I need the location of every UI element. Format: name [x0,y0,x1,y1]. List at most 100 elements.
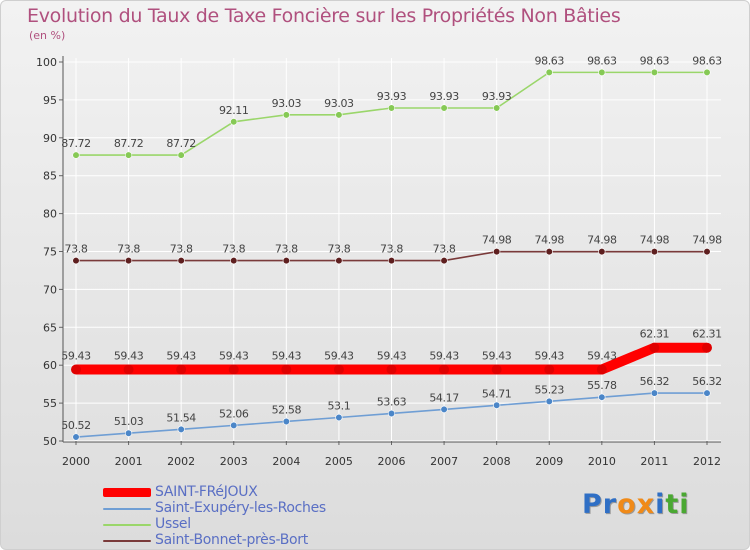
legend-label: SAINT-FRéJOUX [155,484,258,500]
data-point [650,248,659,256]
y-tick-label: 100 [36,56,57,69]
y-tick-label: 75 [43,246,57,259]
data-point [649,342,660,353]
data-label: 87.72 [166,137,196,150]
data-label: 59.43 [114,350,144,363]
data-point [598,68,606,76]
y-tick-label: 55 [43,397,57,410]
y-tick-label: 85 [43,170,57,183]
data-point [176,364,187,375]
data-point [440,405,448,413]
data-label: 73.8 [65,243,88,256]
data-point [493,248,501,256]
data-point [335,111,343,119]
data-label: 92.11 [219,104,249,117]
data-point [228,364,239,375]
data-label: 51.03 [114,415,144,428]
data-label: 93.93 [482,90,512,103]
data-label: 50.52 [61,419,91,432]
x-tick-label: 2004 [272,455,300,468]
data-label: 56.32 [640,375,670,388]
data-label: 98.63 [640,54,670,67]
data-label: 62.31 [692,328,722,341]
data-point [177,425,185,433]
data-point [282,256,290,265]
data-point [598,393,606,401]
data-point [230,256,238,265]
legend-swatch [103,540,151,542]
x-tick-label: 2006 [378,455,406,468]
data-point [598,248,606,256]
data-point [703,68,711,76]
data-point [72,433,80,441]
logo-letter: r [602,489,618,520]
x-tick-label: 2012 [693,455,721,468]
data-point [440,104,448,112]
x-tick-label: 2005 [325,455,353,468]
data-point [72,256,80,265]
y-unit-label: (en %) [29,29,66,42]
data-point [124,256,133,265]
data-label: 53.63 [377,395,407,408]
data-label: 55.23 [535,383,565,396]
y-tick-label: 90 [43,132,57,145]
logo-letter: o [617,489,637,520]
data-label: 87.72 [61,137,91,150]
data-point [335,413,343,422]
data-label: 93.93 [429,90,459,103]
data-point [650,389,659,397]
data-point [493,104,501,112]
data-point [703,248,711,256]
x-tick-label: 2000 [62,455,90,468]
data-point [124,151,133,159]
data-point [387,256,396,265]
data-label: 98.63 [587,54,617,67]
data-label: 59.43 [429,350,459,363]
data-point [491,364,502,375]
legend-label: Ussel [155,516,191,532]
data-label: 59.43 [587,350,617,363]
data-label: 54.71 [482,387,512,400]
data-point [124,429,133,437]
data-label: 73.8 [327,243,350,256]
data-label: 59.43 [324,350,354,363]
legend-label: Saint-Exupéry-les-Roches [155,500,326,516]
data-point [282,111,290,119]
data-label: 73.8 [222,243,245,256]
data-point [545,248,553,256]
data-point [440,256,448,265]
x-tick-label: 2002 [167,455,195,468]
legend-swatch [103,524,151,526]
data-point [650,68,659,76]
data-point [493,401,501,409]
data-point [123,364,134,375]
legend-label: Saint-Bonnet-près-Bort [155,532,308,548]
data-point [333,364,344,375]
data-label: 73.8 [117,243,140,256]
data-point [703,389,711,397]
chart-title: Evolution du Taux de Taxe Foncière sur l… [27,5,621,27]
y-tick-label: 60 [43,359,57,372]
data-label: 59.43 [377,350,407,363]
data-label: 74.98 [535,234,565,247]
data-point [72,151,80,159]
data-label: 98.63 [535,54,565,67]
data-point [335,256,343,265]
data-point [387,104,396,112]
data-label: 54.17 [429,391,459,404]
logo-letter: t [665,489,680,520]
data-point [177,256,185,265]
data-label: 56.32 [692,375,722,388]
data-point [544,364,555,375]
data-point [545,68,553,76]
x-tick-label: 2010 [588,455,616,468]
y-tick-label: 80 [43,208,57,221]
data-label: 59.43 [272,350,302,363]
data-label: 59.43 [535,350,565,363]
data-point [439,364,450,375]
data-label: 74.98 [640,234,670,247]
data-point [281,364,292,375]
x-tick-label: 2011 [640,455,668,468]
